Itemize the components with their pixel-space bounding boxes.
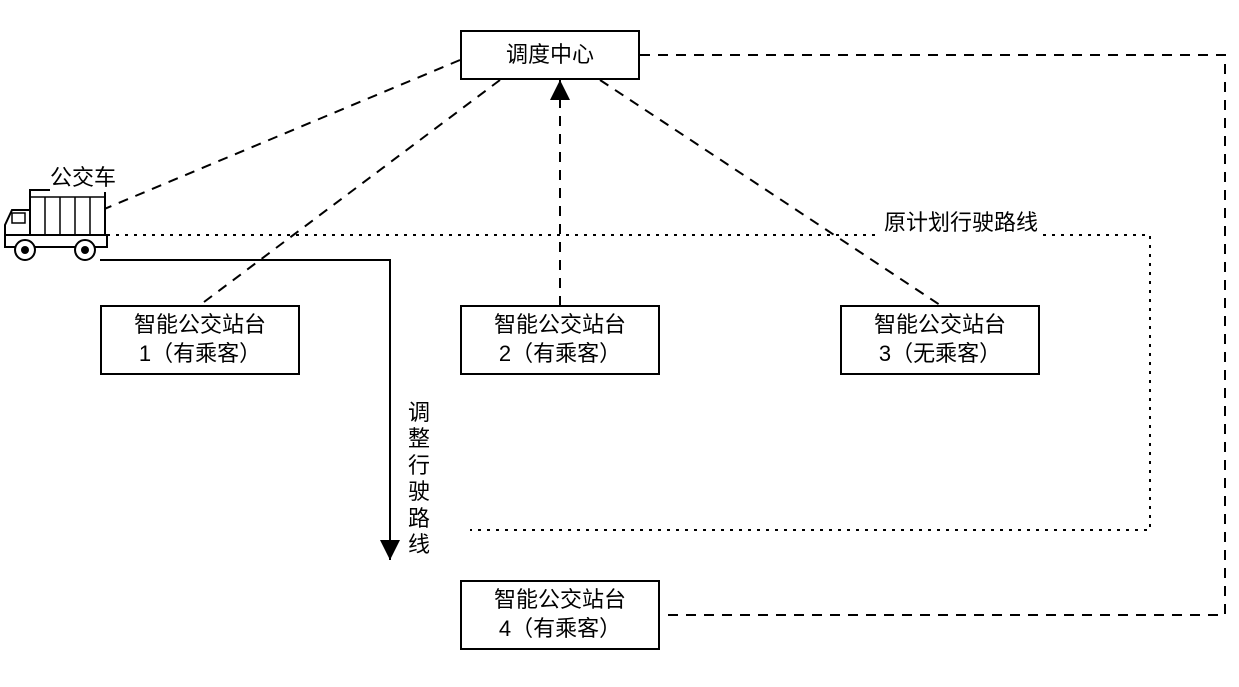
station1-line1: 智能公交站台: [134, 311, 266, 340]
dispatch-label: 调度中心: [506, 41, 594, 70]
edge-original-route: [80, 235, 1150, 530]
station4-node: 智能公交站台 4（有乘客）: [460, 580, 660, 650]
station1-node: 智能公交站台 1（有乘客）: [100, 305, 300, 375]
station4-line1: 智能公交站台: [494, 586, 626, 615]
original-route-label: 原计划行驶路线: [880, 205, 1042, 237]
bus-icon: [0, 185, 115, 270]
station3-node: 智能公交站台 3（无乘客）: [840, 305, 1040, 375]
station4-line2: 4（有乘客）: [499, 615, 621, 644]
station1-line2: 1（有乘客）: [139, 340, 261, 369]
station3-line1: 智能公交站台: [874, 311, 1006, 340]
station3-line2: 3（无乘客）: [879, 340, 1001, 369]
adjusted-route-text: 调整行驶路线: [408, 400, 430, 558]
dispatch-center-node: 调度中心: [460, 30, 640, 80]
station2-line1: 智能公交站台: [494, 311, 626, 340]
edge-dispatch-s3: [600, 80, 940, 305]
edge-dispatch-bus: [90, 60, 460, 215]
adjusted-route-label: 调整行驶路线: [405, 400, 433, 558]
station2-node: 智能公交站台 2（有乘客）: [460, 305, 660, 375]
bus-label: 公交车: [50, 160, 116, 192]
edge-dispatch-s1: [200, 80, 500, 305]
station2-line2: 2（有乘客）: [499, 340, 621, 369]
